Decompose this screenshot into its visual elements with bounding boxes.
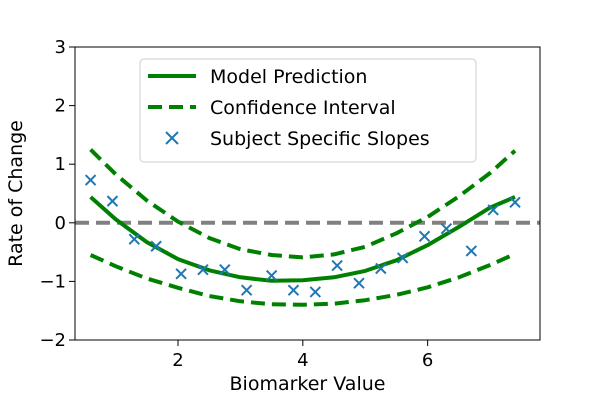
legend: Model Prediction Confidence Interval Subje… — [139, 58, 477, 163]
confidence-line-2 — [89, 252, 516, 307]
scatter-point-18 — [487, 204, 499, 216]
scatter-point-1 — [106, 195, 119, 207]
legend-label-0: Model Prediction — [210, 66, 367, 88]
scatter-point-10 — [309, 286, 322, 298]
scatter-point-8 — [265, 269, 278, 282]
y-tick-label-3: 3 — [55, 37, 66, 58]
scatter-point-15 — [418, 230, 431, 242]
legend-swatch-2 — [165, 131, 179, 145]
scatter-point-17 — [465, 245, 478, 257]
scatter-point-16 — [440, 222, 453, 235]
x-axis-label: Biomarker Value — [230, 373, 386, 395]
scatter-point-4 — [175, 268, 187, 280]
plot-content — [75, 148, 540, 307]
y-tick-label-0: 0 — [55, 213, 66, 234]
scatter-point-11 — [331, 259, 343, 272]
scatter-point-14 — [396, 252, 409, 264]
scatter-point-9 — [287, 284, 300, 296]
scatter-point-0 — [84, 174, 97, 186]
plot-frame — [74, 46, 541, 341]
x-tick-label-6: 6 — [422, 350, 433, 371]
subject-slopes-points — [84, 174, 521, 298]
plot-area — [75, 148, 540, 307]
y-tick-label--1: −1 — [39, 271, 66, 292]
axis-ticks: 2 4 6 −2 −1 0 1 2 3 — [39, 37, 433, 371]
scatter-point-19 — [509, 196, 521, 208]
scatter-point-12 — [353, 277, 365, 289]
legend-label-1: Confidence Interval — [210, 97, 396, 119]
model-prediction-line — [89, 195, 516, 283]
confidence-line-1 — [89, 148, 517, 260]
x-tick-label-4: 4 — [297, 350, 308, 371]
x-tick-label-2: 2 — [172, 350, 183, 371]
scatter-point-13 — [375, 262, 387, 275]
scatter-point-5 — [197, 263, 209, 276]
y-axis-label: Rate of Change — [5, 120, 27, 267]
scatter-point-7 — [240, 284, 253, 296]
y-tick-label-2: 2 — [55, 96, 66, 117]
y-tick-label-1: 1 — [55, 154, 66, 175]
scatter-point-3 — [150, 240, 162, 252]
scatter-point-6 — [219, 263, 231, 276]
scatter-point-2 — [128, 233, 141, 245]
legend-label-2: Subject Specific Slopes — [210, 128, 430, 150]
legend-box — [139, 58, 477, 163]
y-tick-label--2: −2 — [39, 330, 66, 351]
